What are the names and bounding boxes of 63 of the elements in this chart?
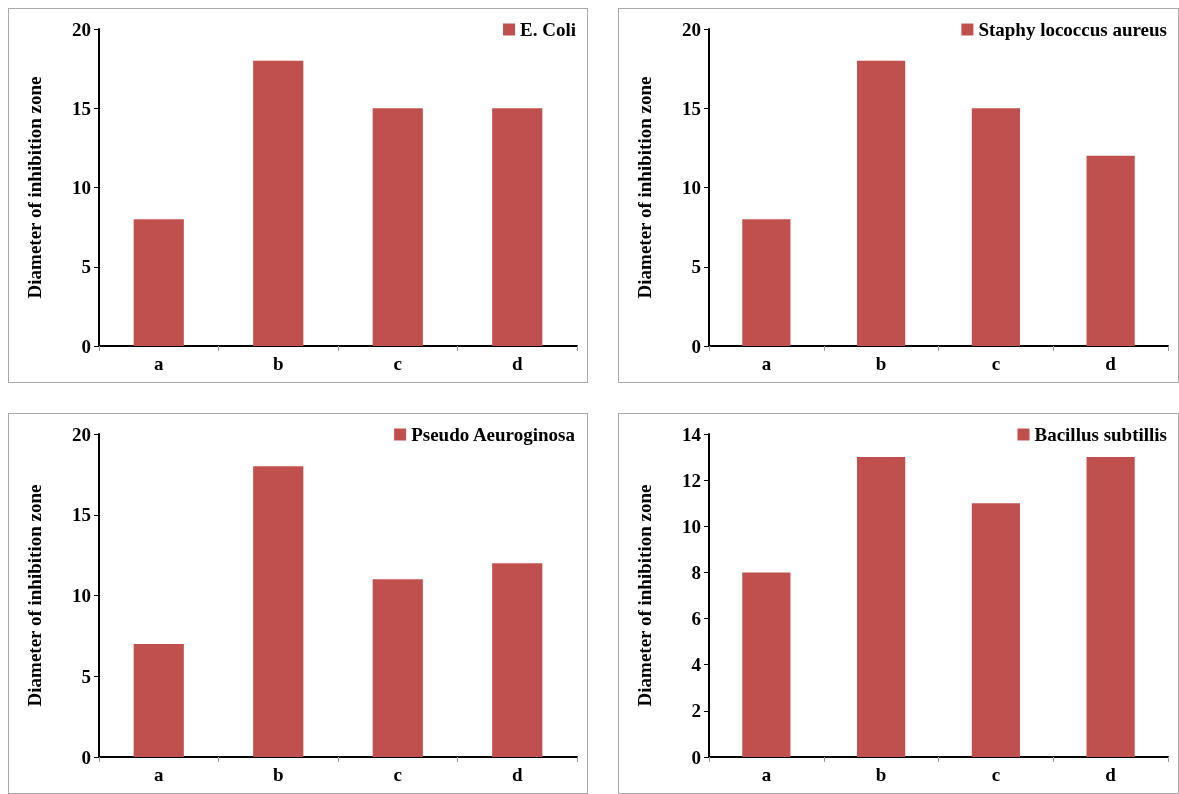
bar — [1086, 457, 1135, 757]
y-tick-label: 8 — [691, 561, 701, 583]
bar — [742, 572, 791, 757]
x-tick-label: c — [393, 764, 402, 785]
x-tick-label: b — [272, 764, 284, 785]
bar — [492, 108, 543, 346]
bar — [372, 108, 423, 346]
bar — [253, 466, 304, 757]
x-tick-label: c — [991, 353, 1001, 374]
bar — [253, 60, 304, 346]
legend-label: Staphy lococcus aureus — [978, 19, 1168, 40]
y-tick-label: 0 — [691, 335, 701, 357]
y-tick-label: 10 — [682, 515, 701, 537]
y-tick-label: 0 — [81, 746, 91, 768]
x-tick-label: d — [1105, 353, 1117, 374]
y-tick-label: 12 — [682, 469, 701, 491]
y-axis-title: Diameter of inhibition zone — [24, 484, 45, 707]
y-tick-label: 5 — [81, 256, 91, 278]
bar — [372, 579, 423, 757]
x-tick-label: d — [511, 764, 523, 785]
y-tick-label: 5 — [691, 256, 701, 278]
y-tick-label: 15 — [72, 504, 91, 526]
legend-label: Pseudo Aeuroginosa — [411, 424, 576, 445]
y-tick-label: 4 — [691, 654, 702, 676]
y-tick-label: 14 — [682, 423, 702, 445]
x-tick-label: d — [511, 353, 523, 374]
bar — [857, 60, 906, 346]
x-tick-label: b — [272, 353, 284, 374]
bar — [1086, 155, 1135, 346]
bar — [971, 108, 1020, 346]
y-axis-title: Diameter of inhibition zone — [24, 76, 45, 299]
y-tick-label: 10 — [72, 177, 91, 198]
y-tick-label: 0 — [81, 335, 91, 357]
x-tick-label: d — [1105, 764, 1117, 785]
bar — [857, 457, 906, 757]
y-tick-label: 15 — [72, 97, 91, 119]
y-tick-label: 10 — [72, 585, 91, 606]
y-tick-label: 5 — [81, 665, 91, 687]
legend-label: E. Coli — [520, 19, 576, 40]
y-axis-title: Diameter of inhibition zone — [634, 484, 655, 707]
y-tick-label: 20 — [72, 18, 91, 40]
x-tick-label: c — [393, 353, 402, 374]
x-tick-label: a — [761, 353, 772, 374]
bar — [742, 219, 791, 346]
x-tick-label: b — [875, 764, 887, 785]
y-axis-title: Diameter of inhibition zone — [634, 76, 655, 299]
y-tick-label: 0 — [691, 746, 701, 768]
x-tick-label: c — [991, 764, 1001, 785]
bar — [133, 219, 184, 346]
y-tick-label: 15 — [682, 97, 701, 119]
x-tick-label: b — [875, 353, 887, 374]
y-tick-label: 20 — [72, 423, 91, 445]
y-tick-label: 20 — [682, 18, 701, 40]
y-tick-label: 6 — [691, 608, 701, 630]
bar — [492, 563, 543, 757]
x-tick-label: a — [761, 764, 772, 785]
x-tick-label: a — [154, 353, 164, 374]
x-tick-label: a — [154, 764, 164, 785]
bar — [971, 503, 1020, 757]
y-tick-label: 2 — [691, 700, 701, 722]
y-tick-label: 10 — [682, 177, 701, 198]
bar — [133, 643, 184, 757]
legend-label: Bacillus subtillis — [1034, 424, 1168, 445]
